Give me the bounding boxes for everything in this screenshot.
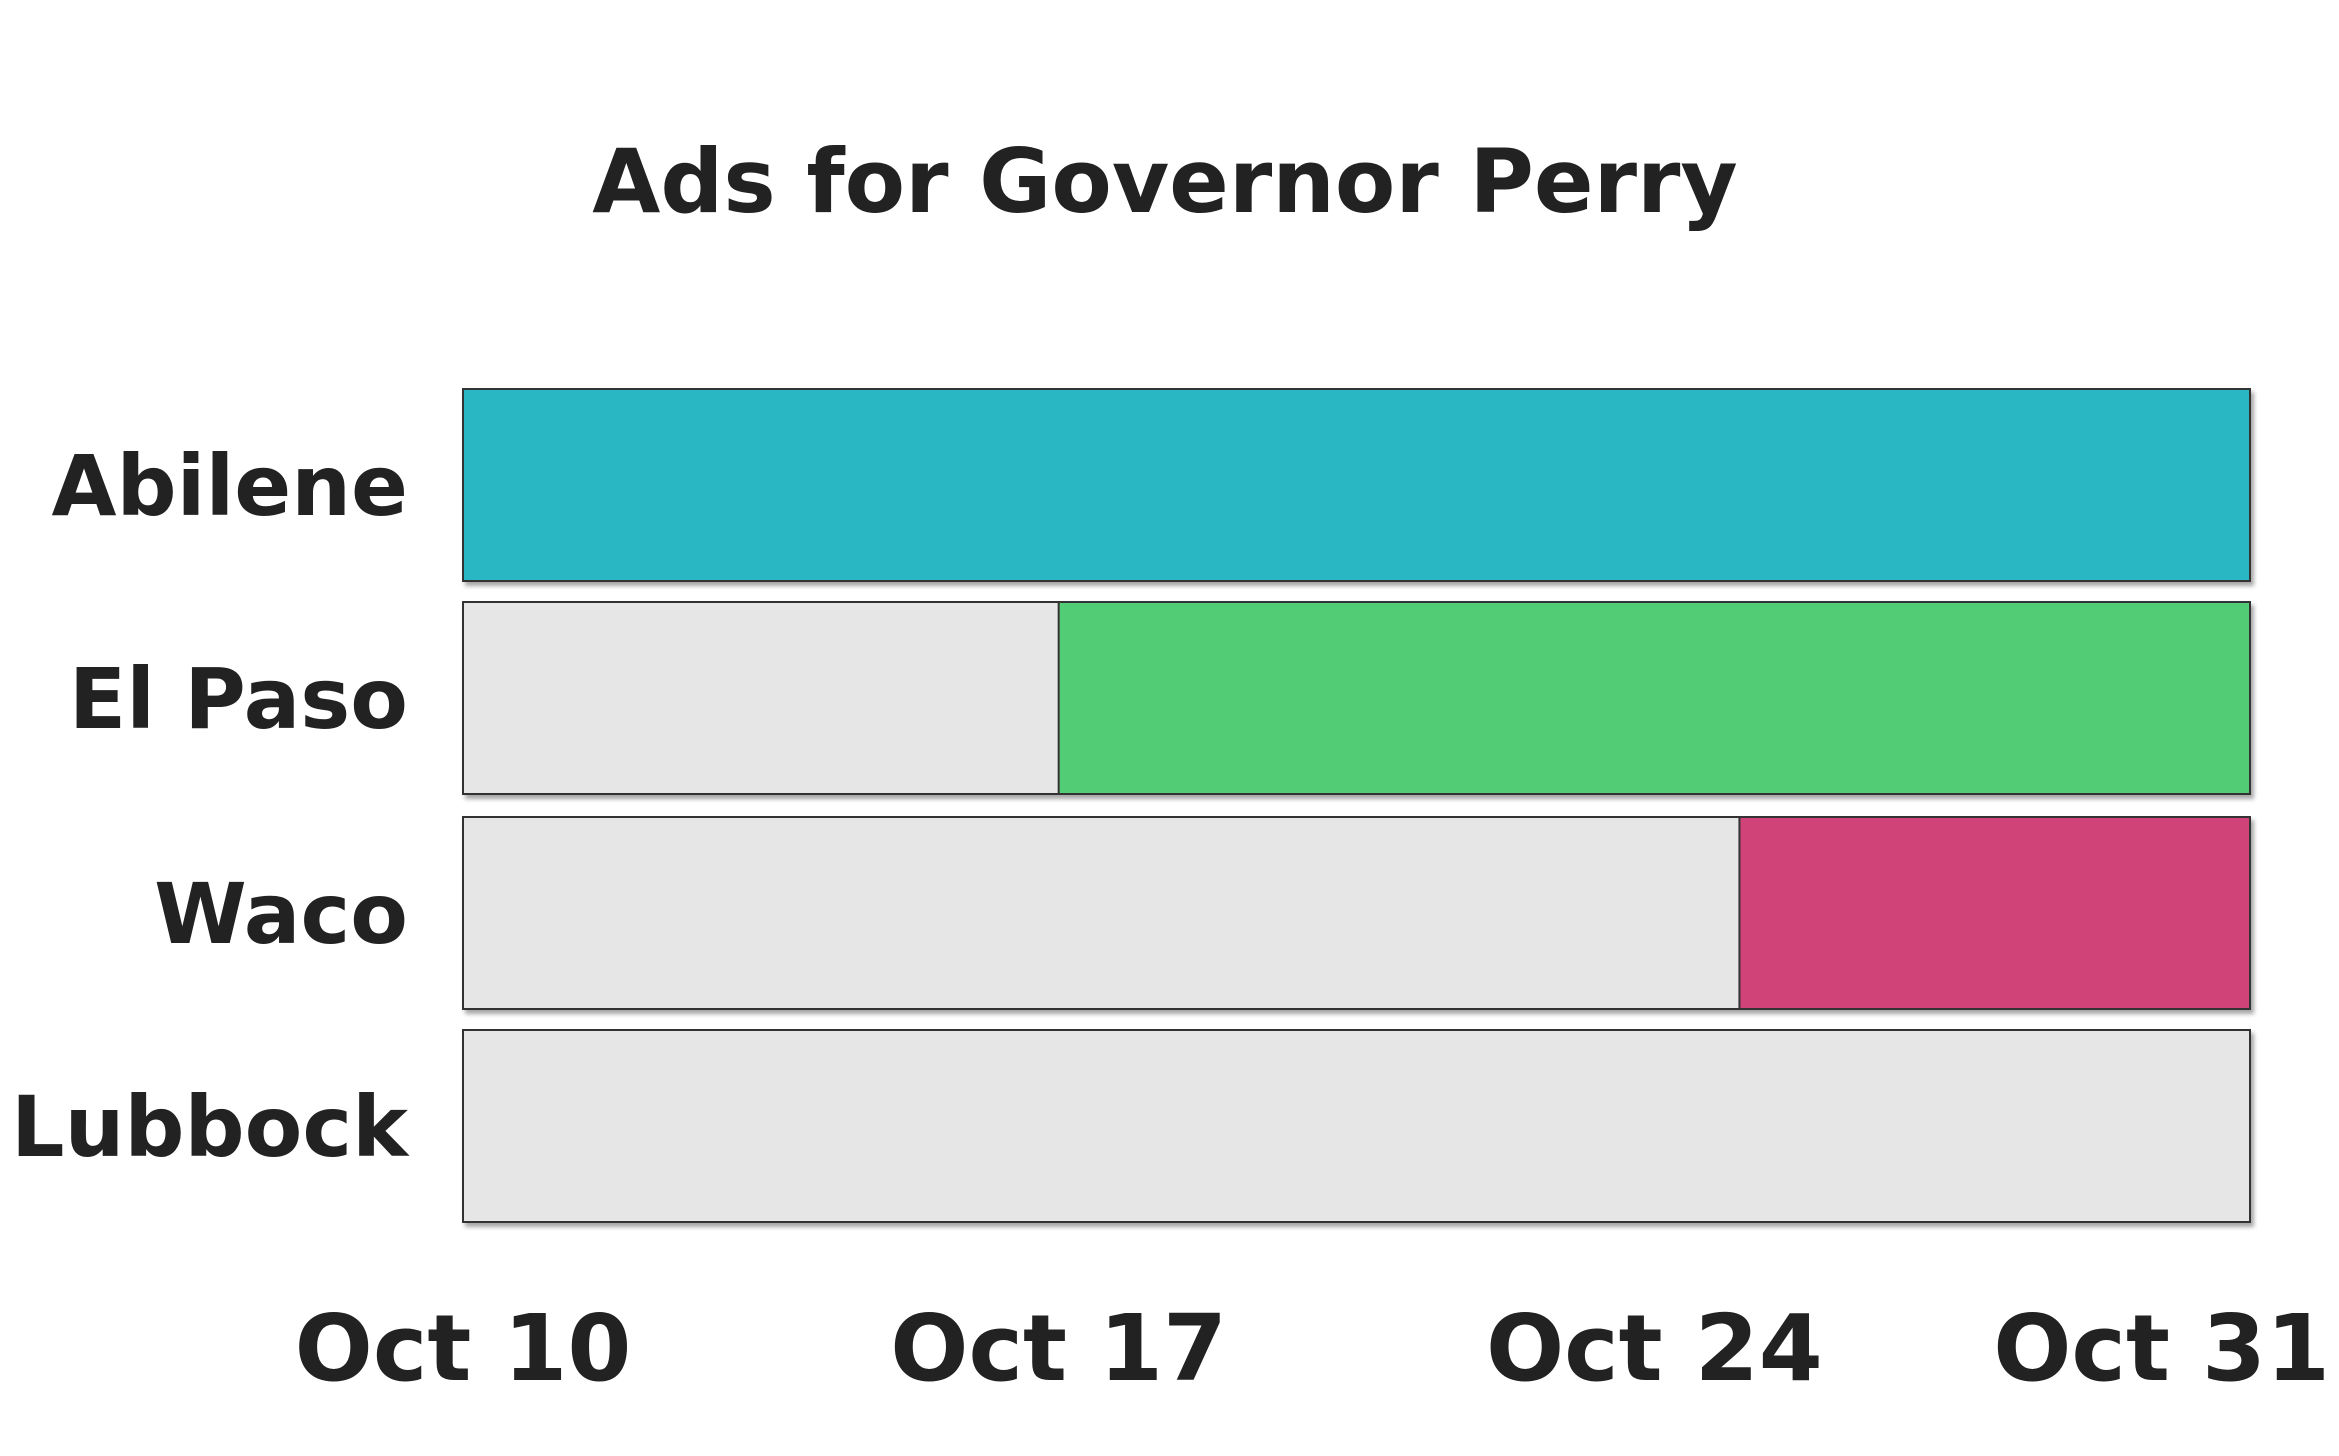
row-lubbock: Lubbock xyxy=(11,1029,2251,1223)
bar-el-paso xyxy=(1057,601,2251,795)
bar-waco xyxy=(1738,816,2252,1010)
row-track-lubbock xyxy=(462,1029,2251,1223)
row-label-lubbock: Lubbock xyxy=(11,1078,410,1176)
bar-abilene xyxy=(462,388,2251,582)
x-axis-ticks: Oct 10 Oct 17 Oct 24 Oct 31 xyxy=(295,1295,2330,1402)
x-tick-label-oct-31: Oct 31 xyxy=(1993,1295,2330,1402)
row-label-el-paso: El Paso xyxy=(69,650,408,748)
x-tick-label-oct-17: Oct 17 xyxy=(890,1295,1227,1402)
row-el-paso: El Paso xyxy=(69,601,2251,795)
row-abilene: Abilene xyxy=(52,388,2251,582)
x-tick-label-oct-24: Oct 24 xyxy=(1486,1295,1823,1402)
chart-title: Ads for Governor Perry xyxy=(592,130,1738,233)
x-tick-label-oct-10: Oct 10 xyxy=(295,1295,632,1402)
row-label-waco: Waco xyxy=(154,865,408,963)
row-waco: Waco xyxy=(154,816,2252,1010)
chart-rows: Abilene El Paso Waco Lubbock xyxy=(11,388,2252,1223)
row-label-abilene: Abilene xyxy=(52,437,408,535)
